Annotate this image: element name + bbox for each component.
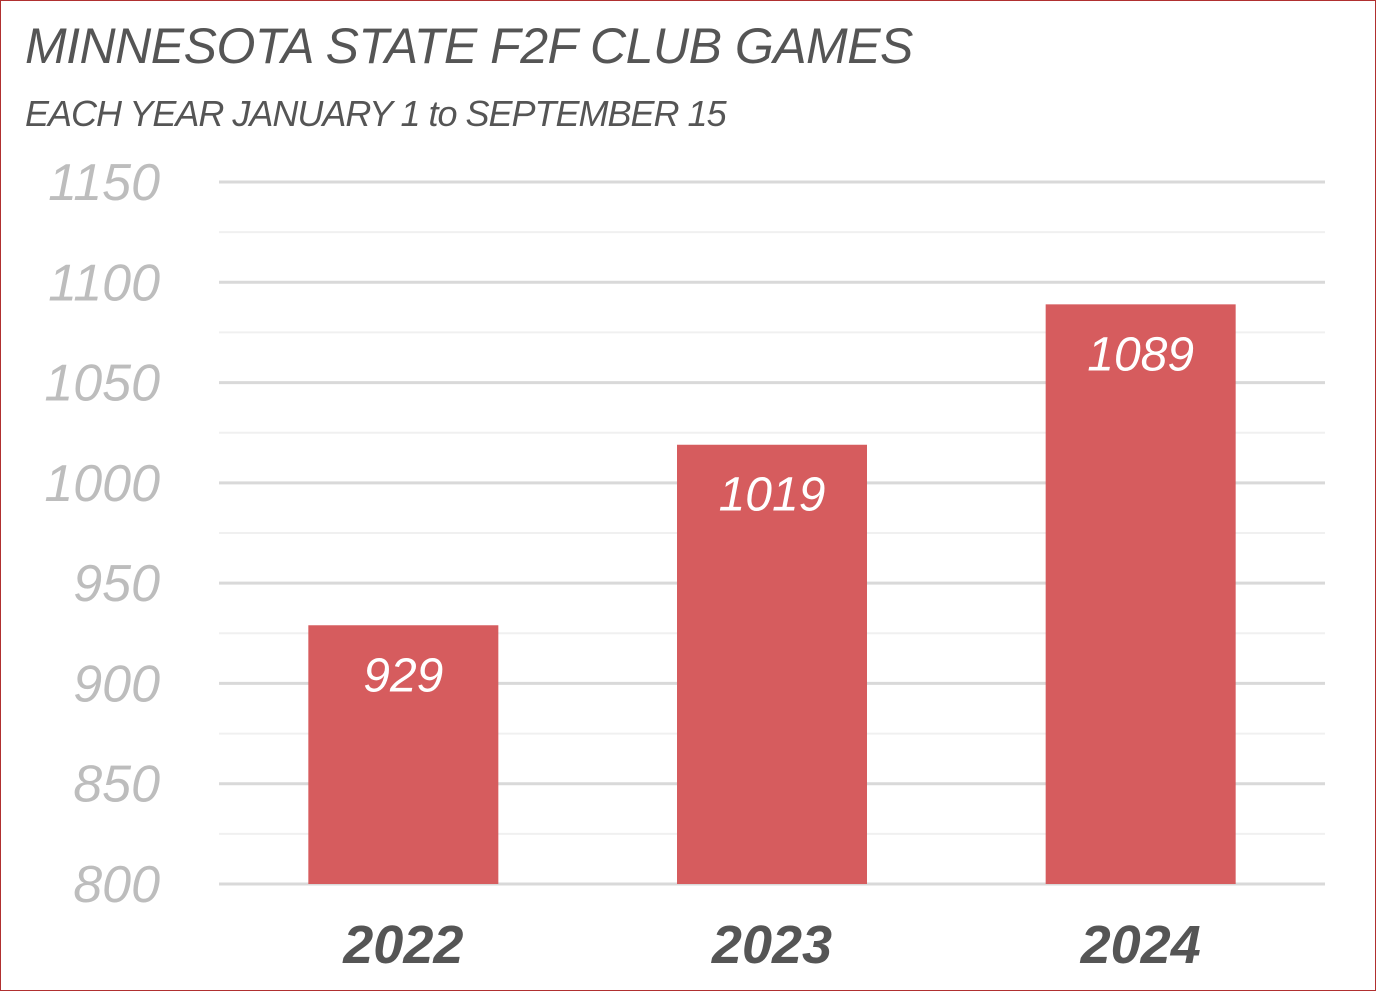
data-label-2024: 1089 — [1087, 328, 1194, 381]
y-tick-label: 950 — [73, 555, 160, 613]
bar-2022 — [308, 625, 499, 884]
data-label-2022: 929 — [363, 649, 443, 702]
y-tick-label: 900 — [73, 655, 160, 713]
chart-title: MINNESOTA STATE F2F CLUB GAMES — [25, 18, 913, 74]
x-tick-label-2023: 2023 — [711, 915, 832, 975]
bar-2023 — [677, 444, 867, 884]
y-tick-label: 1050 — [44, 355, 160, 413]
x-axis-tick-labels: 2022 2023 2024 — [342, 915, 1200, 975]
y-tick-label: 800 — [73, 856, 160, 914]
y-tick-label: 850 — [73, 756, 160, 814]
x-tick-label-2022: 2022 — [342, 915, 463, 975]
data-label-2023: 1019 — [719, 469, 826, 522]
bar-data-labels: 929 1019 1089 — [363, 328, 1194, 702]
y-tick-label: 1150 — [48, 154, 160, 212]
y-axis-tick-labels: 800 850 900 950 1000 1050 1100 1150 — [44, 154, 160, 914]
y-tick-label: 1100 — [48, 254, 160, 312]
x-tick-label-2024: 2024 — [1080, 915, 1201, 975]
bar-2024 — [1045, 304, 1236, 884]
bars — [308, 304, 1236, 884]
y-tick-label: 1000 — [44, 455, 160, 513]
chart-subtitle: EACH YEAR JANUARY 1 to SEPTEMBER 15 — [25, 93, 727, 134]
